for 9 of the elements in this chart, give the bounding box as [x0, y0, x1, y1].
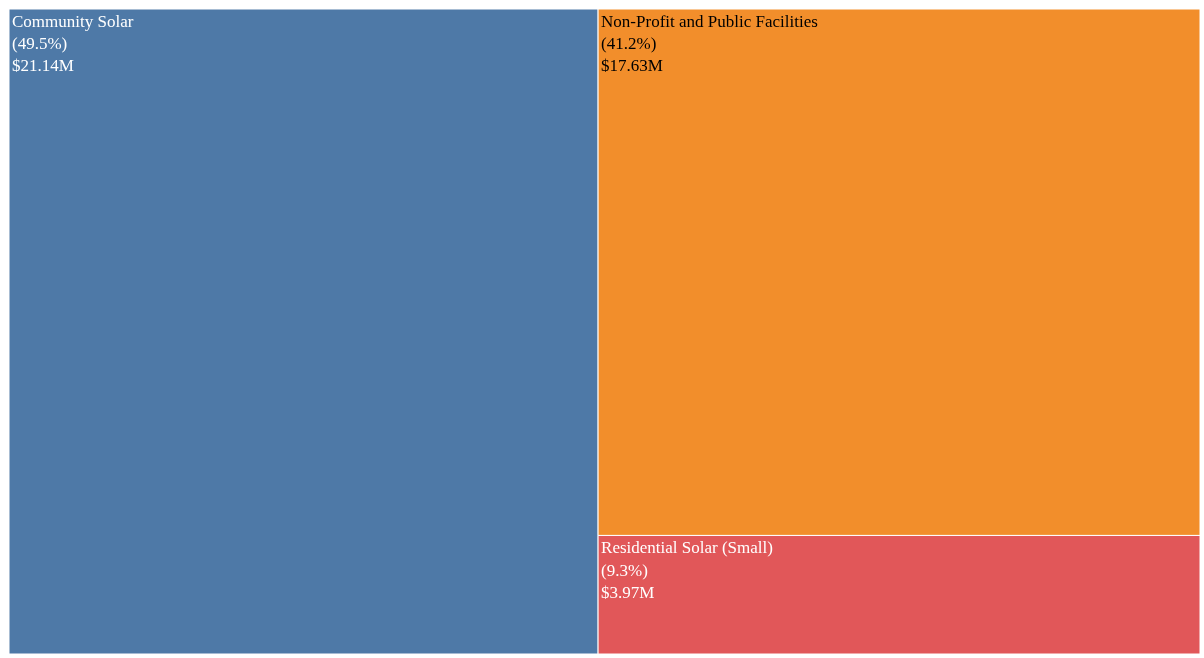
category-label: Non-Profit and Public Facilities: [601, 12, 818, 31]
text: (9.3%): [601, 560, 648, 580]
category-label: Community Solar: [12, 12, 134, 31]
data-label: $17.63M: [601, 56, 663, 76]
text: (49.5%): [12, 34, 68, 54]
category-label: Residential Solar (Small): [601, 538, 773, 558]
data-label: $21.14M: [12, 56, 74, 76]
text: (41.2%): [601, 34, 657, 54]
data-label: $3.97M: [601, 582, 655, 602]
